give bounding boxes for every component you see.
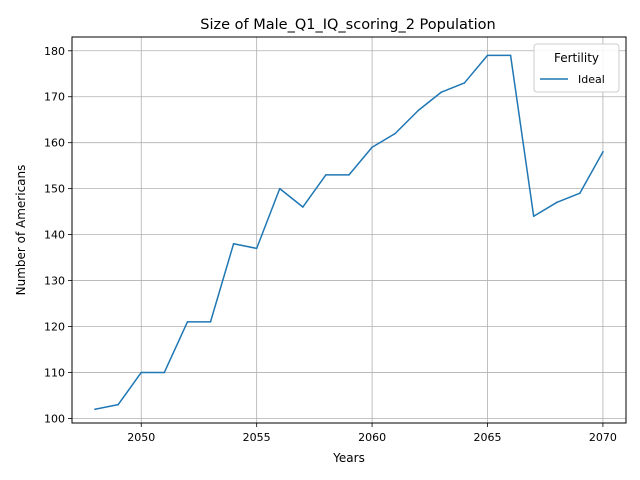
data-point: [509, 54, 512, 57]
x-axis-ticks: 2050 2055 2060 2065 2070: [127, 423, 617, 444]
x-tick-label: 2060: [358, 431, 386, 444]
data-point: [140, 371, 142, 374]
legend: Fertility Ideal: [533, 43, 620, 93]
x-tick-label: 2055: [243, 431, 271, 444]
data-point: [371, 146, 373, 149]
data-point: [325, 174, 327, 176]
x-tick-label: 2065: [474, 431, 502, 444]
data-point: [417, 109, 419, 112]
data-point: [302, 206, 304, 208]
y-tick-label: 110: [44, 366, 65, 379]
y-axis-ticks: 100 110 120 130 140 150 160 170 180: [44, 45, 72, 425]
data-point: [255, 247, 258, 250]
y-axis-label: Number of Americans: [14, 165, 28, 296]
x-axis-label: Years: [332, 451, 365, 465]
y-tick-label: 130: [44, 275, 65, 288]
data-point: [117, 403, 119, 406]
data-point: [579, 192, 581, 194]
y-tick-label: 160: [44, 137, 65, 150]
x-tick-label: 2070: [589, 431, 617, 444]
data-point: [279, 187, 281, 190]
data-point: [348, 174, 350, 176]
grid-lines: [72, 37, 626, 423]
y-tick-label: 120: [44, 321, 65, 334]
series-layer: [94, 54, 604, 411]
y-tick-label: 150: [44, 183, 65, 196]
y-tick-label: 180: [44, 45, 65, 58]
y-tick-label: 100: [44, 412, 65, 425]
data-point: [556, 201, 558, 204]
data-point: [186, 321, 189, 323]
chart-title: Size of Male_Q1_IQ_scoring_2 Population: [200, 17, 495, 33]
data-point: [94, 408, 96, 410]
data-point: [440, 91, 443, 93]
legend-label: Ideal: [578, 73, 605, 86]
data-point: [163, 371, 166, 374]
data-point: [394, 132, 396, 135]
legend-box: [533, 43, 620, 93]
data-point: [209, 321, 212, 323]
data-point: [232, 243, 235, 245]
legend-title: Fertility: [554, 51, 599, 65]
data-point: [463, 82, 466, 84]
y-tick-label: 140: [44, 229, 65, 242]
y-tick-label: 170: [44, 91, 65, 104]
data-point: [486, 54, 489, 57]
plot-frame: [71, 36, 627, 424]
x-tick-label: 2050: [127, 431, 155, 444]
data-point: [602, 151, 604, 153]
data-point: [532, 215, 535, 217]
